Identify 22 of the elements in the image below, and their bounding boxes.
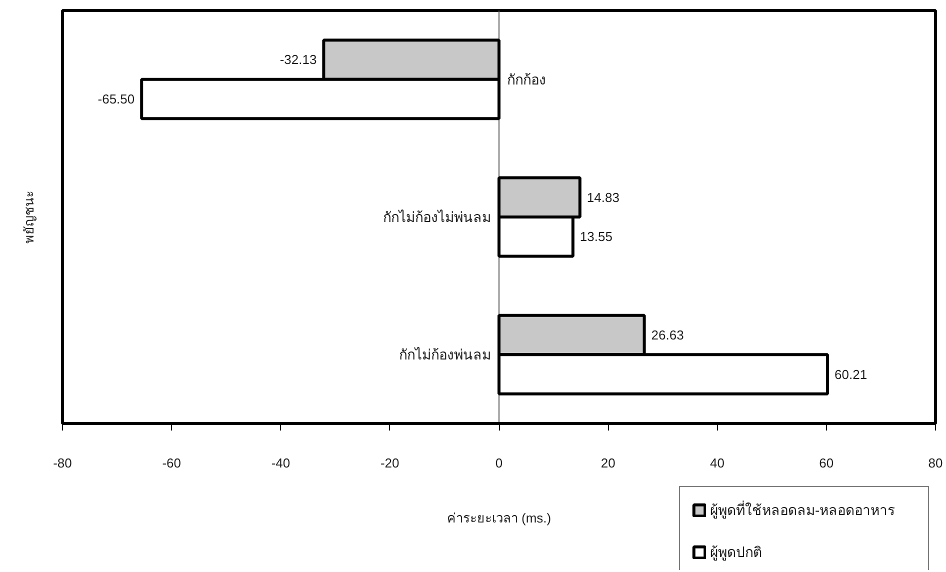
y-tick-label: กักไม่ก้องพ่นลม [399,346,491,363]
data-label: -65.50 [98,91,135,106]
x-tick-label: -20 [380,456,400,470]
data-label: 60.21 [834,366,868,382]
data-label: 13.55 [580,229,612,244]
data-label: 26.63 [651,328,684,343]
x-tick-label: 20 [600,456,616,470]
x-tick-label: -60 [162,456,182,470]
legend-label: ผู้พูดที่ใช้หลอดลม-หลอดอาหาร [710,500,897,521]
x-tick-label: 40 [710,456,724,470]
data-label: -32.13 [280,52,317,68]
x-tick-label: 80 [928,456,943,470]
x-tick-label: 60 [819,456,834,470]
y-tick-label: กักก้อง [507,71,546,88]
x-tick-label: 0 [495,456,503,470]
y-axis-title: พยัญชนะ [22,190,36,244]
x-tick-label: -40 [271,456,290,470]
y-tick-label: กักไม่ก้องไม่พ่นลม [383,209,491,225]
legend-label: ผู้พูดปกติ [710,543,763,563]
x-tick-label: -80 [53,456,72,470]
data-label: 14.83 [586,190,620,205]
x-axis-title: ค่าระยะเวลา (ms.) [446,510,552,526]
